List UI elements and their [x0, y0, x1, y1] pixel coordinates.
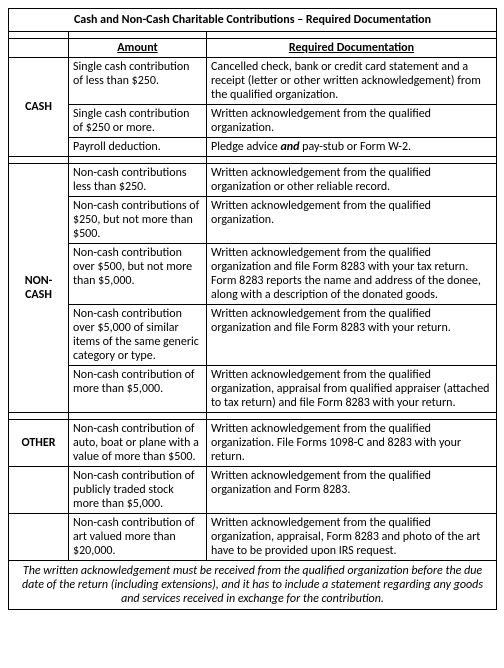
- contributions-table: Cash and Non-Cash Charitable Contributio…: [8, 8, 497, 610]
- amount-cell: Non-cash contribution of art valued more…: [69, 514, 207, 561]
- table-row: Non-cash contribution of publicly traded…: [9, 467, 497, 514]
- doc-cell: Written acknowledgement from the qualifi…: [207, 164, 497, 197]
- doc-cell: Written acknowledgement from the qualifi…: [207, 467, 497, 514]
- amount-cell: Non-cash contributions of $250, but not …: [69, 197, 207, 244]
- col-header-amount: Amount: [69, 39, 207, 58]
- table-row: Single cash contribution of $250 or more…: [9, 105, 497, 138]
- amount-cell: Non-cash contributions less than $250.: [69, 164, 207, 197]
- table-row: Non-cash contribution over $5,000 of sim…: [9, 305, 497, 366]
- doc-cell: Written acknowledgement from the qualifi…: [207, 420, 497, 467]
- table-row: Payroll deduction. Pledge advice and pay…: [9, 138, 497, 157]
- table-row: CASH Single cash contribution of less th…: [9, 58, 497, 105]
- footnote-row: The written acknowledgement must be rece…: [9, 561, 497, 610]
- amount-cell: Non-cash contribution over $5,000 of sim…: [69, 305, 207, 366]
- category-other: OTHER: [9, 420, 69, 467]
- doc-cell: Cancelled check, bank or credit card sta…: [207, 58, 497, 105]
- category-blank: [9, 467, 69, 514]
- doc-cell: Written acknowledgement from the qualifi…: [207, 105, 497, 138]
- table-row: Non-cash contribution of more than $5,00…: [9, 366, 497, 413]
- header-row: Amount Required Documentation: [9, 39, 497, 58]
- table-title: Cash and Non-Cash Charitable Contributio…: [9, 9, 497, 32]
- title-row: Cash and Non-Cash Charitable Contributio…: [9, 9, 497, 32]
- doc-cell: Written acknowledgement from the qualifi…: [207, 514, 497, 561]
- amount-cell: Non-cash contribution over $500, but not…: [69, 244, 207, 305]
- amount-cell: Non-cash contribution of more than $5,00…: [69, 366, 207, 413]
- doc-cell: Written acknowledgement from the qualifi…: [207, 366, 497, 413]
- amount-cell: Single cash contribution of less than $2…: [69, 58, 207, 105]
- amount-cell: Payroll deduction.: [69, 138, 207, 157]
- doc-cell: Written acknowledgement from the qualifi…: [207, 305, 497, 366]
- footnote-text: The written acknowledgement must be rece…: [9, 561, 497, 610]
- doc-cell: Written acknowledgement from the qualifi…: [207, 244, 497, 305]
- table-row: Non-cash contribution over $500, but not…: [9, 244, 497, 305]
- col-header-category: [9, 39, 69, 58]
- amount-cell: Non-cash contribution of publicly traded…: [69, 467, 207, 514]
- amount-cell: Single cash contribution of $250 or more…: [69, 105, 207, 138]
- table-row: Non-cash contribution of art valued more…: [9, 514, 497, 561]
- category-noncash: NON-CASH: [9, 164, 69, 413]
- table-row: NON-CASH Non-cash contributions less tha…: [9, 164, 497, 197]
- table-row: Non-cash contributions of $250, but not …: [9, 197, 497, 244]
- col-header-documentation: Required Documentation: [207, 39, 497, 58]
- amount-cell: Non-cash contribution of auto, boat or p…: [69, 420, 207, 467]
- category-blank: [9, 514, 69, 561]
- doc-cell: Pledge advice and pay-stub or Form W-2.: [207, 138, 497, 157]
- category-cash: CASH: [9, 58, 69, 157]
- table-row: OTHER Non-cash contribution of auto, boa…: [9, 420, 497, 467]
- doc-cell: Written acknowledgement from the qualifi…: [207, 197, 497, 244]
